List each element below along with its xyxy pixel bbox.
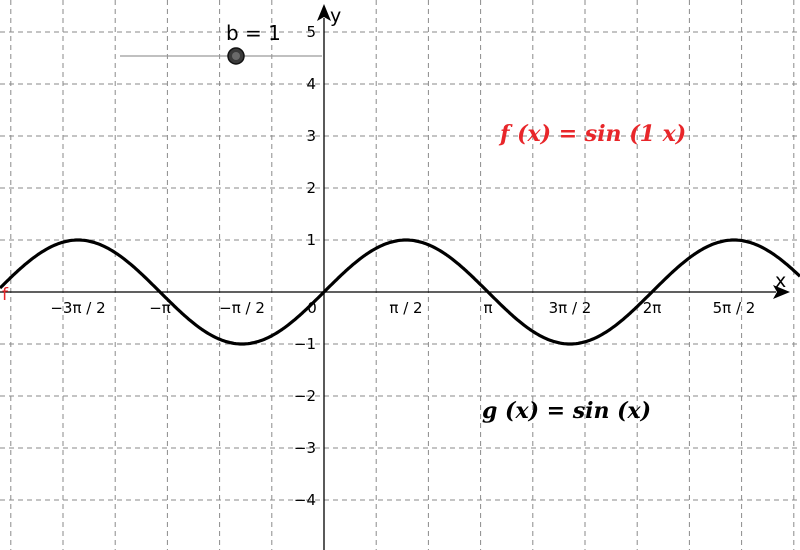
y-tick-label: −2 [294, 387, 316, 405]
g-formula-label[interactable]: g (x) = sin (x) [482, 398, 651, 424]
y-axis-arrow-icon [317, 4, 331, 21]
x-tick-label: π / 2 [389, 299, 422, 317]
y-tick-label: −4 [294, 491, 316, 509]
f-formula-label[interactable]: f (x) = sin (1 x) [498, 121, 686, 147]
y-tick-label: 1 [306, 231, 316, 249]
y-axis-name: y [330, 5, 341, 27]
y-tick-label: 4 [306, 75, 316, 93]
y-tick-label: −3 [294, 439, 316, 457]
y-tick-label: −1 [294, 335, 316, 353]
x-tick-label: −3π / 2 [50, 299, 105, 317]
x-tick-label: 3π / 2 [549, 299, 592, 317]
x-tick-label: 2π [643, 299, 662, 317]
x-tick-label: −π / 2 [219, 299, 265, 317]
x-tick-label: −π [149, 299, 171, 317]
tick-labels: −3π / 2 −π −π / 2 0 π / 2 π 3π / 2 2π 5π / 2 5 4 3 2… [50, 23, 755, 509]
slider-b[interactable]: b = 1 [120, 21, 322, 65]
y-tick-label: 2 [306, 179, 316, 197]
x-axis-arrow-icon [773, 285, 790, 299]
x-axis-name: x [775, 270, 786, 292]
x-tick-label: 5π / 2 [713, 299, 756, 317]
x-tick-label: 0 [307, 299, 317, 317]
f-curve-label: f [2, 285, 9, 305]
slider-label: b = 1 [226, 21, 281, 45]
g-curve[interactable] [0, 238, 800, 346]
y-tick-label: 5 [306, 23, 316, 41]
slider-handle-highlight [232, 52, 240, 60]
y-tick-label: 3 [306, 127, 316, 145]
axes: x y [0, 4, 790, 550]
x-tick-label: π [483, 299, 492, 317]
